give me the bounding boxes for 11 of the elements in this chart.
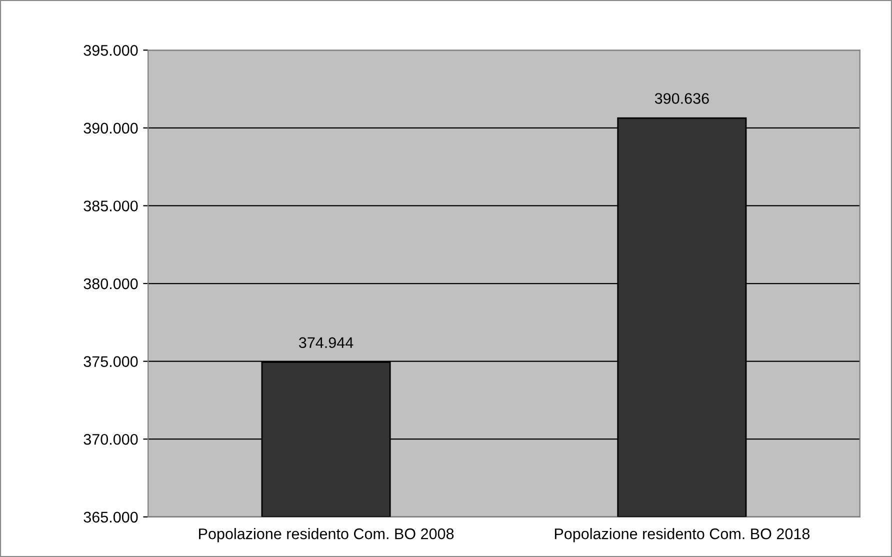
y-tick-label: 380.000 [84,278,138,290]
data-label: 390.636 [654,93,709,104]
y-tick-label: 365.000 [84,512,138,523]
data-label: 374.944 [299,337,354,348]
y-tick-label: 385.000 [84,200,138,212]
y-tick-label: 395.000 [84,45,138,56]
x-tick-label: Popolazione residento Com. BO 2008 [199,528,454,542]
y-tick-label: 370.000 [84,434,138,445]
x-tick-label: Popolazione residento Com. BO 2018 [554,528,810,542]
y-tick-label: 375.000 [84,356,138,367]
y-tick-label: 390.000 [84,122,138,134]
